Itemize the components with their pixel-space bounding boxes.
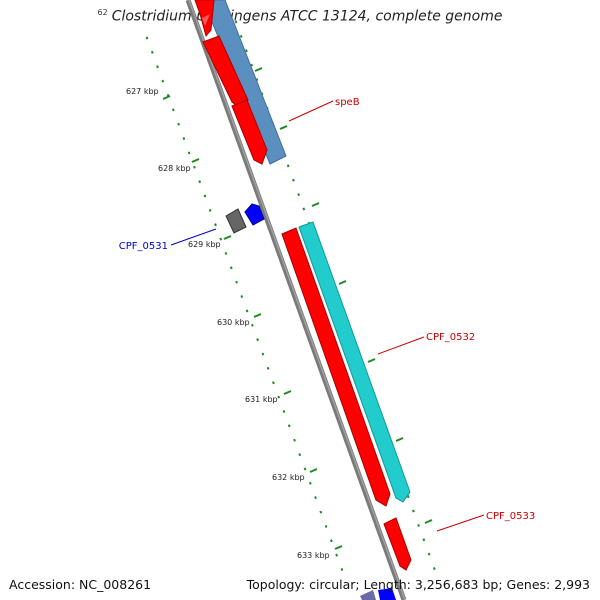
cds-feature-bottom [360, 588, 396, 600]
minor-tick [319, 510, 323, 514]
feature-blue [244, 203, 265, 226]
minor-tick [297, 193, 300, 197]
major-tick [191, 158, 200, 163]
minor-tick [406, 495, 410, 499]
minor-tick [198, 180, 202, 184]
minor-tick [161, 79, 165, 83]
minor-tick [308, 481, 312, 485]
major-tick [162, 95, 171, 100]
minor-tick [219, 237, 223, 241]
minor-tick [286, 164, 290, 168]
ruler-label: 632 kbp [272, 473, 305, 482]
genome-summary-label: Topology: circular; Length: 3,256,683 bp… [246, 577, 590, 592]
accession-label: Accession: NC_008261 [9, 577, 152, 592]
major-tick [279, 125, 288, 130]
minor-tick [240, 295, 244, 299]
ruler-label: 627 kbp [126, 87, 159, 96]
minor-tick [292, 178, 295, 182]
major-tick [338, 280, 347, 285]
cds-feature-3-speB [231, 99, 268, 165]
major-tick [309, 468, 318, 473]
minor-tick [234, 20, 238, 24]
major-tick [311, 202, 320, 207]
major-tick [424, 519, 433, 524]
minor-tick [208, 208, 212, 212]
cds-feature-CPF_0532 [281, 227, 391, 507]
cds-feature-CPF_0533 [383, 517, 412, 571]
minor-tick [156, 65, 159, 69]
ruler-label: 631 kbp [245, 395, 278, 404]
major-tick [367, 358, 376, 363]
major-tick [253, 313, 262, 318]
minor-tick [287, 424, 291, 428]
minor-tick [203, 194, 207, 198]
minor-tick [150, 50, 154, 54]
minor-tick [282, 410, 286, 413]
minor-tick [412, 509, 415, 513]
minor-tick [235, 280, 238, 284]
minor-tick [324, 524, 328, 528]
major-tick [254, 67, 263, 72]
feature-gray [225, 208, 247, 234]
label-leaders [170, 100, 485, 532]
minor-tick [417, 523, 420, 527]
minor-tick [298, 453, 302, 457]
minor-tick [239, 34, 243, 38]
major-tick [283, 390, 292, 395]
minor-tick [187, 151, 191, 155]
minor-tick [329, 539, 333, 543]
minor-tick [177, 122, 180, 126]
minor-tick [272, 381, 275, 385]
major-tick [223, 235, 232, 240]
minor-tick [145, 36, 149, 40]
gene-label-CPF_0532: CPF_0532 [426, 332, 475, 343]
minor-tick [193, 165, 196, 169]
minor-tick [224, 251, 228, 255]
minor-tick [277, 395, 281, 399]
gene-label-speB: speB [335, 97, 360, 108]
minor-tick [245, 309, 249, 313]
minor-tick [250, 323, 254, 327]
minor-tick [302, 207, 306, 211]
minor-tick [250, 63, 254, 67]
gene-labels: speB CPF_0531 CPF_0532 CPF_0533 [119, 97, 535, 522]
minor-tick [314, 496, 317, 500]
cds-feature-1 [194, 0, 215, 38]
inner-ruler-minor-ticks [145, 36, 344, 571]
minor-tick [266, 366, 270, 370]
minor-tick [171, 108, 175, 112]
ruler-label: 628 kbp [158, 164, 191, 173]
ruler-label: 633 kbp [297, 551, 330, 560]
genome-backbone [185, 0, 407, 600]
ruler-labels: 627 kbp 628 kbp 629 kbp 630 kbp 631 kbp … [126, 87, 330, 560]
minor-tick [255, 78, 259, 82]
major-tick [395, 437, 404, 442]
ruler-label: 629 kbp [188, 240, 221, 249]
title-clipped-coordinate: 62 [97, 8, 108, 17]
minor-tick [303, 467, 307, 471]
gene-label-CPF_0531: CPF_0531 [119, 241, 168, 252]
gene-label-CPF_0533: CPF_0533 [486, 511, 535, 522]
ruler-label: 630 kbp [217, 318, 250, 327]
minor-tick [335, 553, 338, 557]
minor-tick [256, 338, 259, 342]
minor-tick [182, 137, 186, 141]
minor-tick [432, 567, 436, 571]
minor-tick [427, 552, 431, 556]
minor-tick [245, 49, 248, 53]
minor-tick [229, 266, 233, 270]
ruler-major-ticks [162, 67, 433, 550]
minor-tick [293, 438, 296, 442]
gene-bar-cyan [298, 221, 411, 503]
major-tick [334, 545, 343, 550]
minor-tick [340, 568, 344, 571]
minor-tick [214, 223, 217, 227]
minor-tick [422, 538, 426, 542]
minor-tick [261, 352, 265, 356]
